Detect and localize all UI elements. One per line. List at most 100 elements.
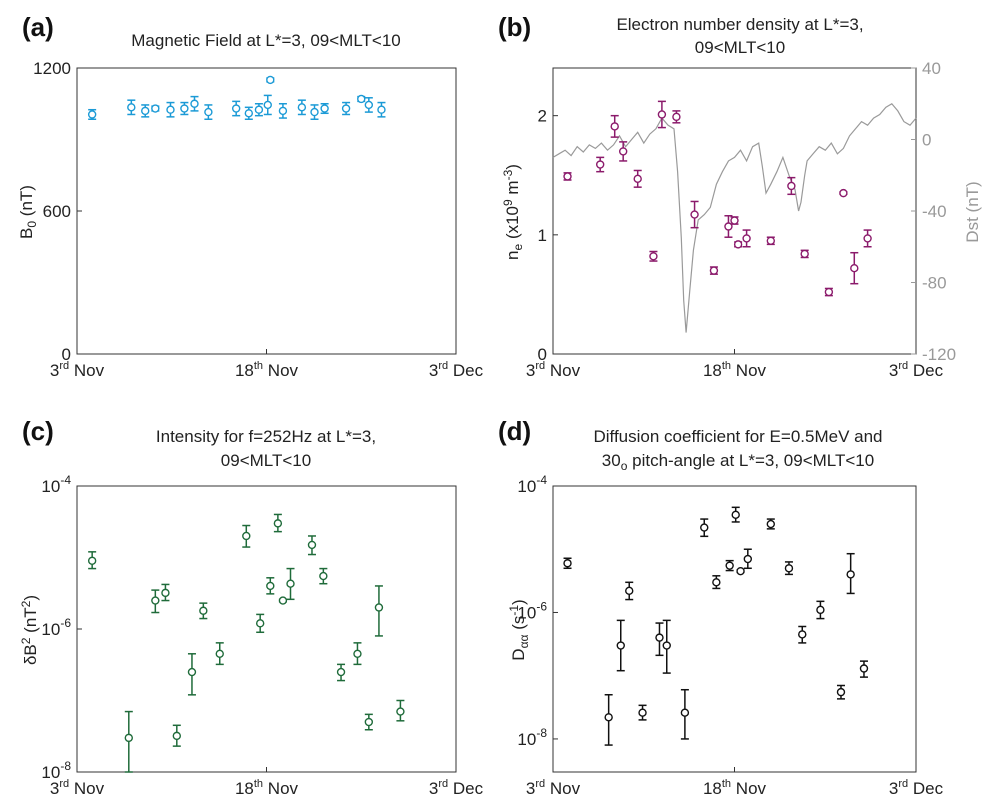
data-marker	[244, 109, 254, 118]
panel-letter-a: (a)	[22, 12, 54, 42]
data-point	[286, 567, 295, 601]
data-point	[662, 619, 671, 674]
data-point	[172, 724, 182, 747]
data-point	[743, 548, 753, 570]
data-marker	[672, 112, 681, 122]
data-marker	[141, 106, 150, 116]
data-marker	[396, 707, 405, 716]
data-point	[266, 577, 275, 595]
data-point	[657, 100, 667, 129]
data-marker	[787, 181, 796, 191]
panel-c-title-line2: 09<MLT<10	[221, 451, 311, 470]
data-marker	[374, 603, 384, 612]
data-point	[87, 551, 97, 570]
panel-c-title-line1: Intensity for f=252Hz at L*=3,	[156, 427, 376, 446]
data-marker	[563, 559, 572, 568]
data-marker	[199, 606, 208, 615]
panel-d-ylabel: Dαα (s-1)	[507, 599, 531, 660]
data-marker	[364, 717, 374, 727]
data-point	[161, 583, 170, 602]
panel-c-plot: 10-8 10-6 10-4 3rd Nov 18th Nov 3rd Dec	[41, 473, 483, 798]
panel-b-xtick-label: 18th Nov	[703, 360, 767, 380]
data-marker	[846, 570, 855, 579]
data-marker	[124, 733, 133, 743]
data-point	[618, 141, 628, 162]
data-marker	[625, 586, 634, 596]
data-point	[266, 75, 275, 85]
data-point	[310, 104, 319, 120]
data-point	[278, 596, 288, 605]
panel-a: (a) Magnetic Field at L*=3, 09<MLT<10 B0…	[17, 12, 484, 380]
data-marker	[657, 110, 667, 119]
data-point	[690, 200, 699, 229]
data-marker	[278, 596, 288, 605]
data-point	[273, 513, 283, 533]
panel-letter-b: (b)	[498, 12, 531, 42]
panel-a-xtick-label: 3rd Dec	[429, 360, 484, 380]
data-point	[859, 660, 869, 678]
panel-letter-d: (d)	[498, 416, 531, 446]
data-point	[800, 249, 809, 259]
data-marker	[357, 94, 366, 104]
data-point	[850, 251, 859, 285]
data-marker	[784, 564, 794, 573]
data-marker	[725, 561, 734, 570]
data-marker	[731, 510, 740, 520]
panel-a-ytick-label: 600	[43, 202, 71, 221]
data-marker	[730, 216, 739, 225]
data-point	[336, 663, 346, 682]
data-point	[649, 250, 658, 262]
data-marker	[190, 99, 199, 108]
data-point	[725, 559, 734, 572]
data-point	[604, 693, 613, 746]
data-marker	[266, 75, 275, 85]
data-marker	[187, 667, 197, 677]
data-point	[625, 581, 634, 601]
panel-d-plot: 10-8 10-6 10-4 3rd Nov 18th Nov 3rd Dec	[517, 473, 943, 798]
panel-b-ytick-right-label: -120	[922, 345, 956, 364]
data-marker	[616, 641, 625, 650]
data-point	[353, 642, 362, 666]
dst-series-line	[552, 103, 917, 333]
data-point	[680, 688, 690, 740]
data-point	[766, 518, 775, 530]
data-point	[215, 642, 224, 666]
data-point	[700, 518, 709, 538]
data-point	[357, 94, 366, 104]
data-marker	[254, 105, 264, 114]
data-marker	[712, 578, 721, 587]
panel-b-ytick-right-label: -80	[922, 274, 947, 293]
data-marker	[242, 531, 251, 541]
data-marker	[151, 104, 160, 113]
panel-d-xtick-label: 3rd Dec	[889, 778, 944, 798]
panel-b-xtick-label: 3rd Nov	[526, 360, 581, 380]
data-marker	[161, 588, 170, 598]
data-marker	[610, 122, 619, 131]
data-point	[736, 566, 745, 576]
data-marker	[863, 234, 872, 243]
data-marker	[310, 107, 319, 117]
data-point	[846, 552, 855, 595]
data-point	[816, 600, 825, 620]
panel-d: (d) Diffusion coefficient for E=0.5MeV a…	[498, 416, 944, 798]
data-marker	[850, 264, 859, 273]
data-marker	[278, 106, 288, 116]
data-point	[341, 101, 351, 116]
data-marker	[263, 100, 272, 110]
data-point	[180, 101, 189, 116]
panel-b-ytick-right-label: 40	[922, 59, 941, 78]
panel-b-ylabel-right: Dst (nT)	[963, 181, 982, 242]
data-point	[320, 103, 329, 115]
panel-a-xtick-label: 3rd Nov	[50, 360, 105, 380]
data-marker	[255, 619, 265, 628]
data-marker	[638, 708, 647, 717]
data-point	[655, 622, 664, 657]
data-marker	[172, 731, 182, 741]
data-marker	[563, 172, 572, 181]
data-point	[187, 653, 197, 696]
data-point	[374, 585, 384, 637]
panel-a-ylabel: B0 (nT)	[17, 185, 39, 239]
data-marker	[824, 287, 834, 297]
data-point	[377, 101, 386, 118]
panel-c-xtick-label: 18th Nov	[235, 778, 299, 798]
